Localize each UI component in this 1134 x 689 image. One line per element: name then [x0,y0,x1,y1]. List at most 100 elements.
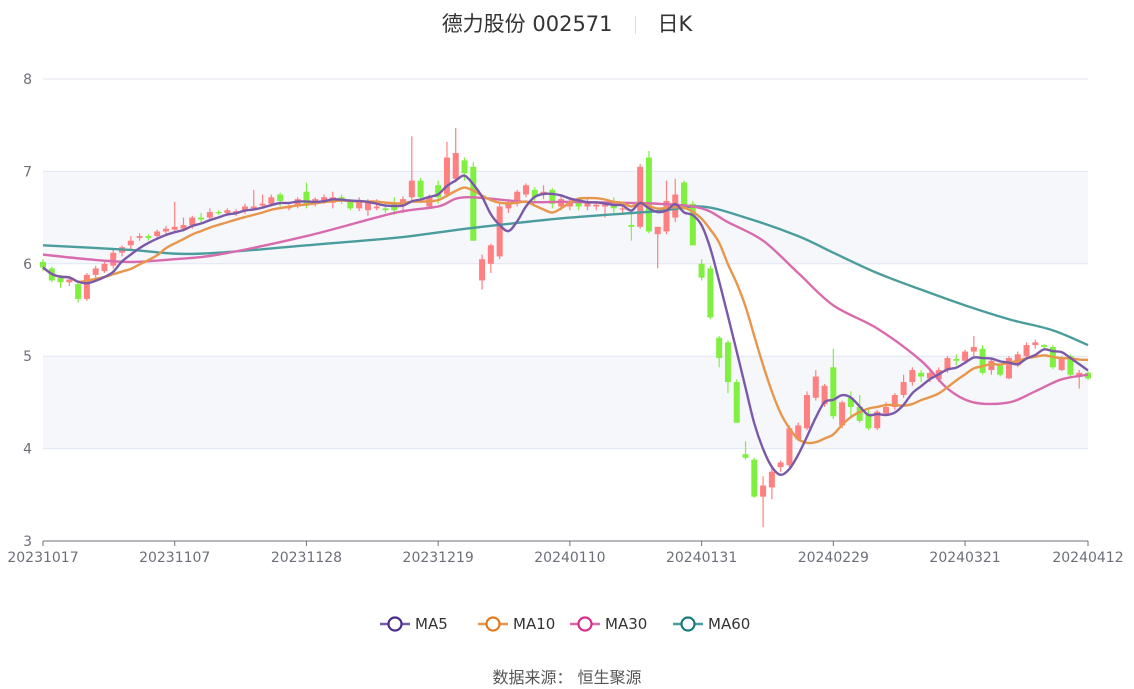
legend-item-ma5[interactable]: MA5 [380,615,448,633]
candle-body [259,203,266,206]
candle-body [461,160,468,174]
candle [452,127,459,183]
candle [92,265,99,278]
legend-label: MA10 [513,615,555,633]
candle [522,183,529,198]
candle [724,340,731,394]
legend-label: MA60 [708,615,750,633]
candle [356,197,363,212]
candle [733,379,740,423]
stock-name: 德力股份 002571 [441,12,613,36]
period-label: 日K [657,12,693,36]
candle [487,243,494,274]
candle-body [795,425,802,440]
candle [812,370,819,401]
legend-circle-icon [577,616,593,632]
x-tick-label: 20240110 [534,550,605,566]
line-ma30 [42,196,1089,406]
candle-body [812,376,819,398]
candle-body [470,166,477,241]
candle-body [619,208,626,210]
line-ma10 [42,186,1089,445]
candle-body [531,189,538,198]
candle-body [514,191,521,201]
candle [979,345,986,375]
candle [856,395,863,423]
legend-item-ma30[interactable]: MA30 [570,615,647,633]
candle-body [443,157,450,195]
candle [672,178,679,223]
candle-body [435,185,442,198]
candle-body [918,372,925,377]
candle-body [874,411,881,429]
candle [479,254,486,290]
candle [654,226,661,269]
candles [40,127,1091,528]
candle-body [496,206,503,257]
candle-body [988,360,995,371]
candle [874,409,881,431]
candle-body [522,185,529,195]
x-tick-label: 20231107 [139,550,210,566]
candle-body [839,402,846,426]
candle-body [57,277,64,283]
candle-body [602,204,609,207]
legend-circle-icon [387,616,403,632]
candle-body [206,212,213,218]
candle-body [277,194,284,201]
candle [198,212,205,223]
candle [215,210,222,215]
candle [154,229,161,238]
candle [531,187,538,201]
legend-item-ma10[interactable]: MA10 [478,615,555,633]
candle [136,233,143,241]
candle [698,259,705,281]
candle-body [241,206,248,212]
candle-body [1005,358,1012,379]
candle-body [189,217,196,225]
candle-body [751,459,758,497]
candle-body [198,217,205,220]
candle [689,200,696,246]
candle-body [628,224,635,227]
y-tick-label: 7 [23,164,32,180]
candle-body [654,226,661,235]
candle-body [549,189,556,204]
candle-body [698,263,705,278]
candle-body [742,454,749,458]
x-tick-label: 20240321 [929,550,1000,566]
candle [549,188,556,209]
candle-body [970,346,977,352]
candle [206,208,213,221]
candle-body [40,261,46,268]
x-tick-label: 20240412 [1052,550,1123,566]
candle [83,273,90,301]
candle-body [786,428,793,466]
candle [751,457,758,498]
candle [619,206,626,213]
candle-body [83,274,90,299]
candle-body [136,236,143,238]
candle-body [1032,342,1039,346]
candle-body [505,203,512,209]
candle [584,197,591,211]
candle-body [593,204,600,207]
legend-label: MA30 [605,615,647,633]
candle-body [479,259,486,281]
candle-body [979,348,986,373]
candle-body [364,201,371,211]
candle [628,212,635,241]
candle-body [127,240,134,246]
candle-body [724,342,731,383]
candle [865,409,872,431]
candle-body [610,204,617,209]
candle [707,265,714,320]
y-tick-label: 5 [23,349,32,365]
legend-label: MA5 [415,615,448,633]
candle [1041,344,1048,349]
candle [891,393,898,410]
candle-body [66,279,73,283]
legend-item-ma60[interactable]: MA60 [673,615,750,633]
candle-body [101,263,108,272]
